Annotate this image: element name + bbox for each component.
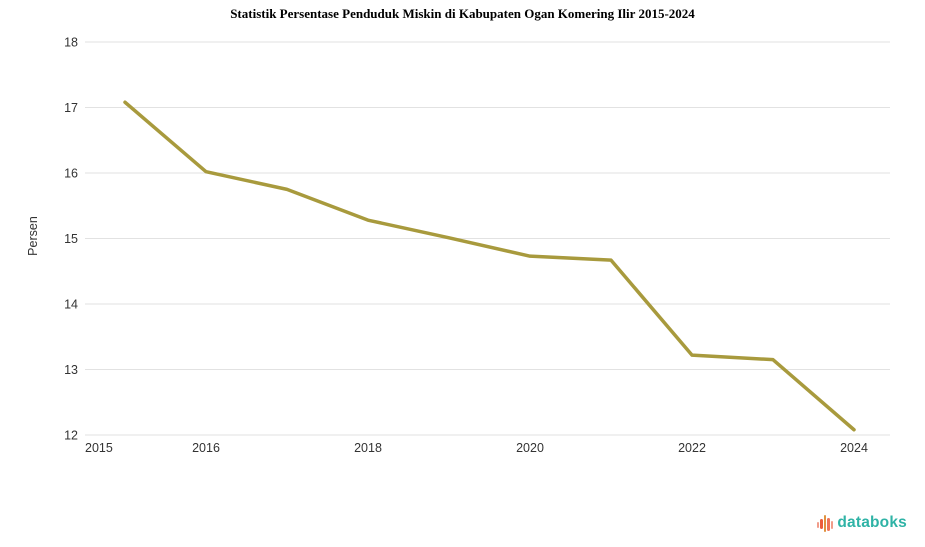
logo-bar <box>816 521 820 528</box>
databoks-logo-text: databoks <box>837 514 907 531</box>
logo-bar <box>820 518 823 529</box>
logo-bar <box>823 514 827 532</box>
x-tick-label: 2022 <box>678 441 706 455</box>
y-tick-label: 18 <box>64 36 78 50</box>
x-tick-label: 2020 <box>516 441 544 455</box>
x-tick-label: 2015 <box>85 441 113 455</box>
y-tick-label: 12 <box>64 429 78 443</box>
logo-bar <box>830 520 834 529</box>
logo-bar <box>827 517 830 531</box>
data-line <box>123 100 856 432</box>
databoks-logo[interactable]: databoks <box>816 514 907 532</box>
x-tick-label: 2024 <box>840 441 868 455</box>
x-tick-label: 2018 <box>354 441 382 455</box>
chart-title: Statistik Persentase Penduduk Miskin di … <box>230 6 695 21</box>
y-tick-label: 14 <box>64 298 78 312</box>
y-tick-label: 13 <box>64 363 78 377</box>
y-axis-title: Persen <box>26 216 40 256</box>
y-tick-label: 17 <box>64 101 78 115</box>
databoks-bars-icon <box>816 514 834 532</box>
y-tick-label: 16 <box>64 167 78 181</box>
x-tick-label: 2016 <box>192 441 220 455</box>
y-tick-label: 15 <box>64 232 78 246</box>
